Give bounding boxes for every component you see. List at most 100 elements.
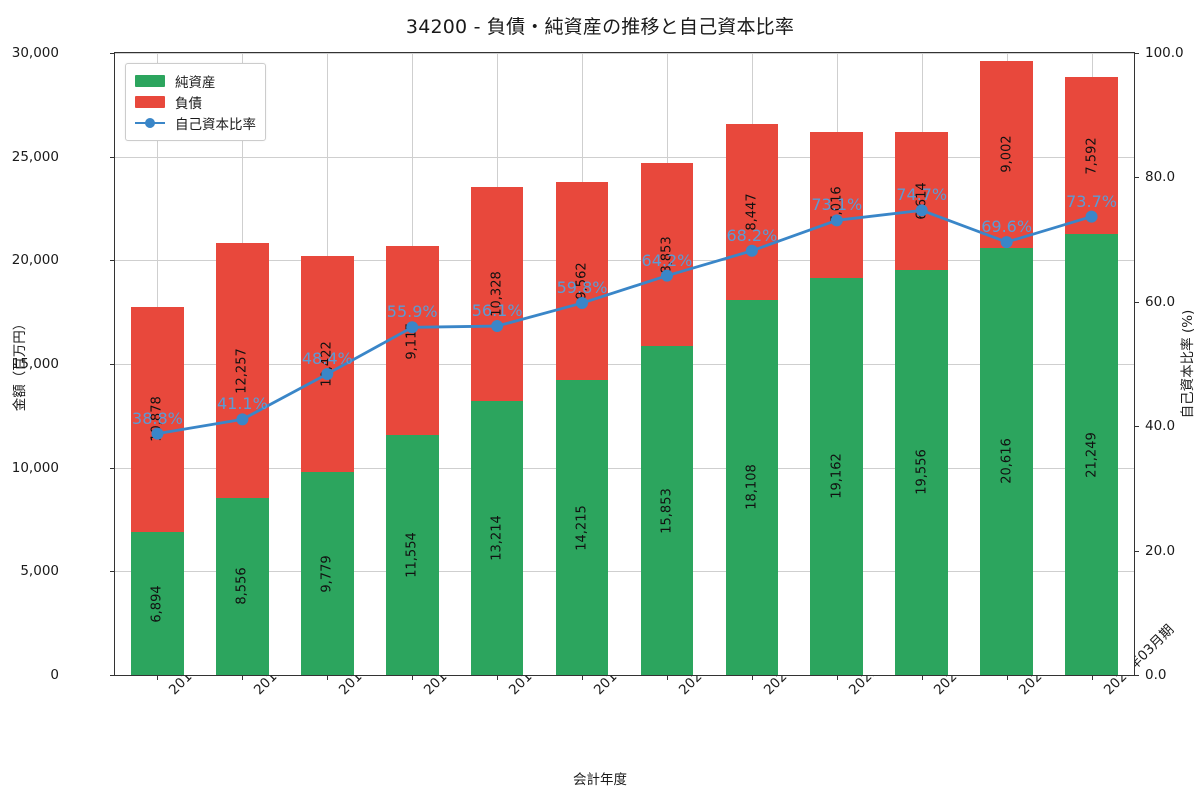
bar-segment-equity[interactable]: 9,779 bbox=[300, 472, 354, 675]
bar-group[interactable]: 21,249 7,592 bbox=[1065, 77, 1118, 675]
bar-segment-liabilities[interactable]: 8,853 bbox=[640, 162, 694, 347]
bar-segment-liabilities[interactable]: 12,257 bbox=[216, 243, 269, 498]
x-axis-tick-mark bbox=[666, 676, 668, 680]
bar-group[interactable]: 18,108 8,447 bbox=[725, 124, 779, 675]
bar-segment-equity[interactable]: 8,556 bbox=[216, 497, 269, 675]
y-axis-left-tick-mark bbox=[110, 53, 114, 54]
bar-segment-equity[interactable]: 15,853 bbox=[640, 346, 694, 675]
ratio-value-label: 59.8% bbox=[556, 278, 608, 298]
bar-group[interactable]: 6,894 10,878 bbox=[131, 306, 184, 675]
grid-line-horizontal bbox=[115, 53, 1134, 54]
bar-group[interactable]: 8,556 12,257 bbox=[216, 243, 269, 675]
x-axis-tick-label: 2014年03月期 bbox=[163, 622, 242, 698]
ratio-marker[interactable] bbox=[1085, 210, 1098, 223]
ratio-value-label: 73.1% bbox=[811, 195, 863, 215]
bar-segment-equity[interactable]: 20,616 bbox=[980, 247, 1033, 675]
ratio-marker[interactable] bbox=[1000, 236, 1013, 249]
bar-group[interactable]: 19,162 7,016 bbox=[810, 132, 864, 675]
bar-segment-liabilities[interactable]: 10,878 bbox=[131, 306, 184, 533]
x-axis-tick-label: 2018年03月期 bbox=[503, 622, 582, 698]
ratio-marker[interactable] bbox=[151, 427, 164, 440]
ratio-marker[interactable] bbox=[915, 204, 928, 217]
ratio-marker[interactable] bbox=[236, 413, 249, 426]
y-axis-right-tick-mark bbox=[1135, 426, 1139, 428]
y-axis-left-tick-label: 10,000 bbox=[11, 459, 59, 476]
bar-segment-liabilities[interactable]: 10,328 bbox=[470, 186, 524, 402]
y-axis-left-tick-label: 5,000 bbox=[20, 563, 59, 580]
y-axis-right-tick-mark bbox=[1135, 550, 1139, 552]
y-axis-right-tick-mark bbox=[1135, 53, 1139, 54]
y-axis-left-tick-mark bbox=[110, 571, 114, 573]
bar-segment-equity[interactable]: 6,894 bbox=[131, 532, 184, 675]
y-axis-left-tick-label: 0 bbox=[50, 667, 59, 683]
ratio-marker[interactable] bbox=[830, 214, 843, 227]
ratio-marker[interactable] bbox=[576, 297, 589, 310]
ratio-marker[interactable] bbox=[660, 269, 673, 282]
y-axis-left-tick-label: 20,000 bbox=[11, 252, 59, 269]
plot-area: 6,894 10,878 8,556 12,257 9,779 10,422 11,554 9… bbox=[114, 52, 1135, 676]
y-axis-left-tick-label: 25,000 bbox=[11, 148, 59, 165]
grid-line-horizontal bbox=[115, 156, 1134, 158]
ratio-value-label: 48.4% bbox=[301, 348, 353, 368]
x-axis-tick-mark bbox=[751, 676, 753, 680]
ratio-value-label: 64.2% bbox=[641, 250, 693, 270]
bar-segment-liabilities[interactable]: 9,002 bbox=[980, 60, 1033, 248]
legend-swatch-liabilities bbox=[135, 95, 165, 108]
legend-label-equity-ratio: 自己資本比率 bbox=[175, 116, 256, 133]
x-axis-tick-label: 2021年03月期 bbox=[758, 622, 837, 698]
bar-group[interactable]: 14,215 9,562 bbox=[555, 182, 609, 675]
x-axis-tick-mark bbox=[1006, 676, 1008, 680]
x-axis-tick-mark bbox=[157, 676, 159, 680]
bar-segment-liabilities[interactable]: 7,016 bbox=[810, 132, 864, 278]
chart-title: 34200 - 負債・純資産の推移と自己資本比率 bbox=[405, 16, 795, 38]
ratio-marker[interactable] bbox=[406, 321, 419, 334]
bar-segment-liabilities[interactable]: 9,562 bbox=[555, 182, 609, 381]
x-axis-tick-label: 2024年03月期 bbox=[1013, 622, 1091, 698]
y-axis-left-tick-mark bbox=[110, 364, 114, 365]
ratio-value-label: 38.8% bbox=[132, 408, 183, 428]
bar-group[interactable]: 15,853 8,853 bbox=[640, 162, 694, 675]
ratio-marker[interactable] bbox=[491, 320, 504, 333]
bar-segment-equity[interactable]: 19,162 bbox=[810, 277, 864, 675]
bar-segment-liabilities[interactable]: 7,592 bbox=[1065, 77, 1118, 235]
legend-item-equity-ratio: 自己資本比率 bbox=[135, 112, 256, 133]
bar-group[interactable]: 11,554 9,115 bbox=[385, 246, 439, 675]
x-axis-tick-label: 2017年03月期 bbox=[418, 622, 497, 698]
x-axis-tick-label: 2022年03月期 bbox=[843, 622, 922, 698]
bar-segment-equity[interactable]: 21,249 bbox=[1065, 234, 1118, 675]
bar-segment-equity[interactable]: 18,108 bbox=[725, 299, 779, 675]
y-axis-right-tick-label: 40.0 bbox=[1145, 418, 1176, 435]
bar-group[interactable]: 13,214 10,328 bbox=[470, 186, 524, 675]
x-axis-tick-mark bbox=[836, 676, 838, 680]
chart-legend: 純資産 負債 自己資本比率 bbox=[125, 63, 266, 141]
legend-label-equity: 純資産 bbox=[175, 74, 216, 91]
x-axis-tick-label: 2016年03月期 bbox=[333, 622, 412, 698]
bar-segment-liabilities[interactable]: 9,115 bbox=[385, 246, 439, 436]
legend-item-equity: 純資産 bbox=[135, 70, 256, 91]
ratio-marker[interactable] bbox=[745, 244, 758, 257]
bar-group[interactable]: 19,556 6,614 bbox=[895, 132, 949, 675]
y-axis-left-tick-mark bbox=[110, 467, 114, 469]
bar-segment-equity[interactable]: 19,556 bbox=[895, 269, 949, 675]
bar-group[interactable]: 20,616 9,002 bbox=[980, 60, 1033, 675]
bar-segment-equity[interactable]: 13,214 bbox=[470, 401, 524, 675]
ratio-value-label: 56.1% bbox=[471, 301, 523, 321]
ratio-marker[interactable] bbox=[321, 367, 334, 380]
y-axis-right-tick-label: 100.0 bbox=[1145, 45, 1184, 61]
y-axis-left-tick-mark bbox=[110, 675, 114, 676]
ratio-line-series bbox=[151, 204, 1098, 440]
ratio-polyline bbox=[156, 208, 1093, 436]
bar-segment-liabilities[interactable]: 8,447 bbox=[725, 124, 779, 300]
bar-segment-equity[interactable]: 11,554 bbox=[385, 435, 439, 675]
y-axis-right-tick-label: 80.0 bbox=[1145, 169, 1176, 186]
x-axis-tick-label: 2023年03月期 bbox=[928, 622, 1007, 698]
x-axis-tick-mark bbox=[1091, 676, 1093, 680]
bar-segment-equity[interactable]: 14,215 bbox=[555, 380, 609, 675]
y-axis-right-tick-label: 20.0 bbox=[1145, 542, 1176, 559]
x-axis-tick-mark bbox=[497, 676, 499, 680]
ratio-value-label: 69.6% bbox=[981, 217, 1033, 237]
ratio-value-label: 73.7% bbox=[1066, 191, 1117, 211]
grid-line-horizontal bbox=[115, 364, 1134, 365]
bar-segment-liabilities[interactable]: 6,614 bbox=[895, 132, 949, 270]
x-axis-tick-mark bbox=[327, 676, 329, 680]
